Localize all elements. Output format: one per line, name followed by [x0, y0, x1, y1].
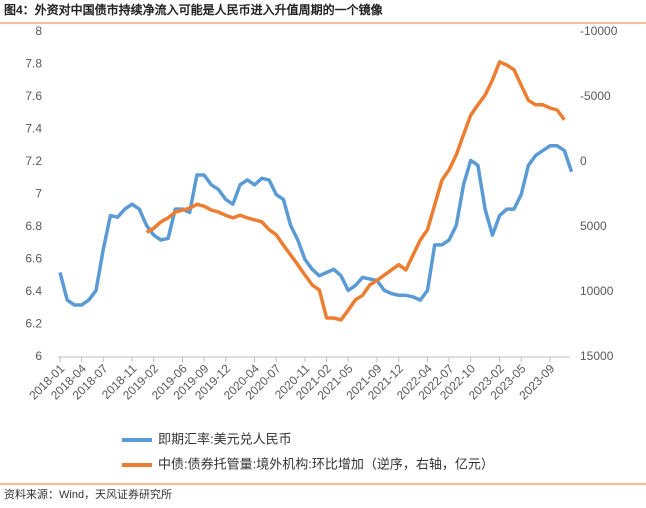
y-tick-label: 7: [35, 187, 42, 201]
y-tick-label: 7.8: [25, 57, 42, 71]
series-line: [58, 144, 574, 307]
chart-title: 图4：外资对中国债市持续净流入可能是人民币进入升值周期的一个镜像: [4, 2, 384, 17]
y-tick-label: 7.6: [25, 89, 42, 103]
y2-tick-label: 5000: [580, 219, 607, 233]
y-tick-label: 6.8: [25, 219, 42, 233]
y2-tick-label: -10000: [580, 24, 618, 38]
y-tick-label: 6.4: [25, 284, 42, 298]
y-tick-label: 7.4: [25, 122, 42, 136]
y-tick-label: 6: [35, 349, 42, 363]
legend-label: 即期汇率:美元兑人民币: [158, 431, 292, 446]
y2-tick-label: -5000: [580, 89, 611, 103]
series-line: [145, 60, 566, 322]
legend-label: 中债:债券托管量:境外机构:环比增加（逆序，右轴，亿元）: [158, 456, 494, 471]
y-tick-label: 8: [35, 24, 42, 38]
y-tick-label: 6.2: [25, 317, 42, 331]
y2-tick-label: 0: [580, 154, 587, 168]
y-tick-label: 7.2: [25, 154, 42, 168]
source: 资料来源：Wind，天风证券研究所: [4, 487, 172, 501]
y-tick-label: 6.6: [25, 252, 42, 266]
y2-tick-label: 15000: [580, 349, 614, 363]
y2-tick-label: 10000: [580, 284, 614, 298]
